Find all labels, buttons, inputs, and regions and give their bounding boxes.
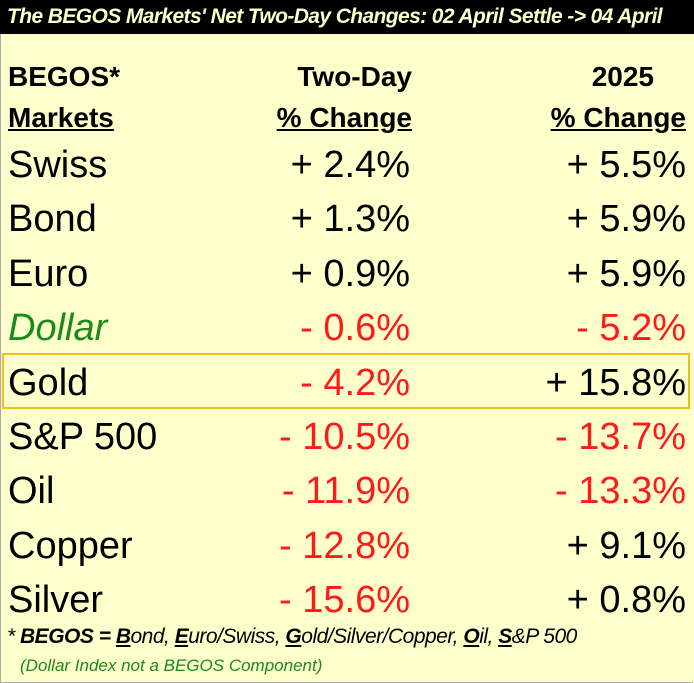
fn-text: S (498, 625, 512, 648)
two-day-change: - 0.6% (300, 307, 410, 350)
header-text: % Change (276, 102, 412, 133)
fn-text: BEGOS (20, 625, 94, 648)
ytd-change: + 5.9% (566, 198, 686, 241)
ytd-change: - 13.7% (555, 416, 686, 458)
fn-text: E (174, 625, 189, 648)
two-day-change: - 10.5% (279, 416, 410, 458)
fn-text: B (115, 625, 131, 648)
header-markets: BEGOS* Markets (8, 62, 120, 133)
header-text: BEGOS* (8, 61, 121, 92)
table-row: S&P 500 - 10.5% - 13.7% (0, 410, 694, 464)
fn-text: G (285, 625, 302, 648)
gold-highlight-box (2, 353, 690, 409)
market-name: Gold (8, 361, 89, 404)
fn-text: ond, (130, 625, 175, 648)
table-row: Dollar - 0.6% - 5.2% (0, 301, 694, 355)
ytd-change: - 13.3% (555, 470, 686, 513)
ytd-change: - 5.2% (576, 307, 686, 350)
market-name: Euro (8, 252, 89, 295)
footnote-dollar-note: (Dollar Index not a BEGOS Component) (20, 656, 323, 675)
table-row: Copper - 12.8% + 9.1% (0, 519, 694, 573)
two-day-change: - 11.9% (281, 470, 410, 513)
market-name: Dollar (8, 307, 108, 350)
table-row: Swiss + 2.4% + 5.5% (0, 138, 694, 192)
two-day-change: - 12.8% (279, 524, 410, 567)
fn-text: O (463, 625, 480, 648)
fn-text: = (93, 625, 116, 648)
table-row: Gold - 4.2% + 15.8% (0, 356, 694, 410)
header-ytd: 2025 % Change (551, 62, 686, 133)
two-day-change: - 4.2% (300, 361, 410, 404)
market-name: Bond (8, 198, 97, 241)
header-text: 2025 (591, 61, 654, 92)
ytd-change: + 9.1% (566, 524, 686, 567)
header-text: Two-Day (297, 61, 412, 92)
ytd-change: + 5.9% (566, 252, 686, 295)
fn-text: old/Silver/Copper, (301, 625, 464, 648)
table-row: Oil - 11.9% - 13.3% (0, 464, 694, 518)
fn-text: &P 500 (511, 625, 578, 648)
market-name: Silver (8, 579, 104, 622)
table-row: Euro + 0.9% + 5.9% (0, 247, 694, 301)
header-two-day: Two-Day % Change (277, 62, 412, 133)
fn-text: uro/Swiss, (188, 625, 286, 648)
fn-text: il, (479, 625, 499, 648)
header-text: Markets (8, 102, 114, 133)
table-row: Bond + 1.3% + 5.9% (0, 192, 694, 246)
two-day-change: + 2.4% (290, 144, 410, 186)
ytd-change: + 5.5% (566, 144, 686, 186)
ytd-change: + 0.8% (566, 579, 686, 622)
table-row: Silver - 15.6% + 0.8% (0, 573, 694, 627)
market-name: Oil (8, 470, 55, 513)
market-name: S&P 500 (8, 416, 158, 458)
market-name: Swiss (8, 144, 108, 186)
footnote-begos: * BEGOS = Bond, Euro/Swiss, Gold/Silver/… (7, 625, 577, 649)
fn-text: * (7, 625, 21, 648)
market-name: Copper (8, 524, 133, 567)
table-title: The BEGOS Markets' Net Two-Day Changes: … (0, 0, 694, 34)
two-day-change: - 15.6% (279, 579, 410, 622)
two-day-change: + 0.9% (290, 252, 410, 295)
two-day-change: + 1.3% (290, 198, 410, 241)
ytd-change: + 15.8% (545, 361, 687, 404)
header-text: % Change (550, 102, 686, 133)
